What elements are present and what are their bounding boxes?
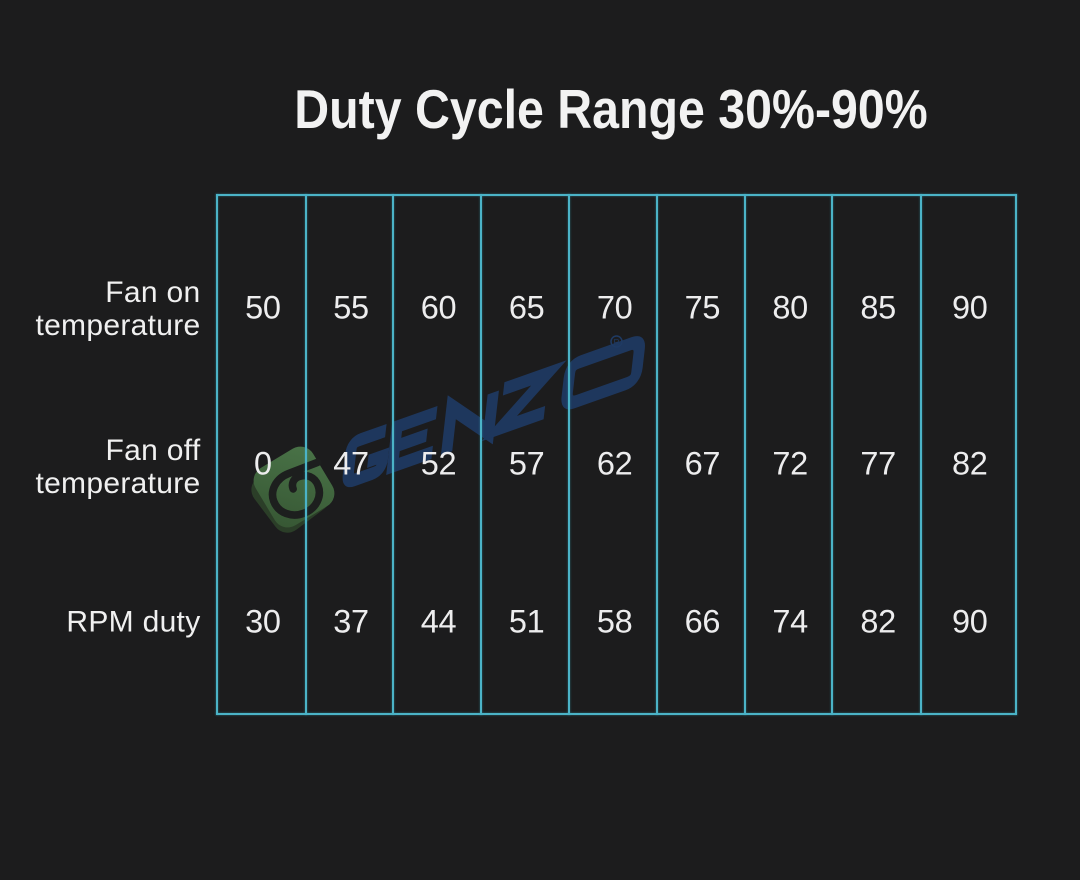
svg-text:R: R (614, 338, 620, 347)
